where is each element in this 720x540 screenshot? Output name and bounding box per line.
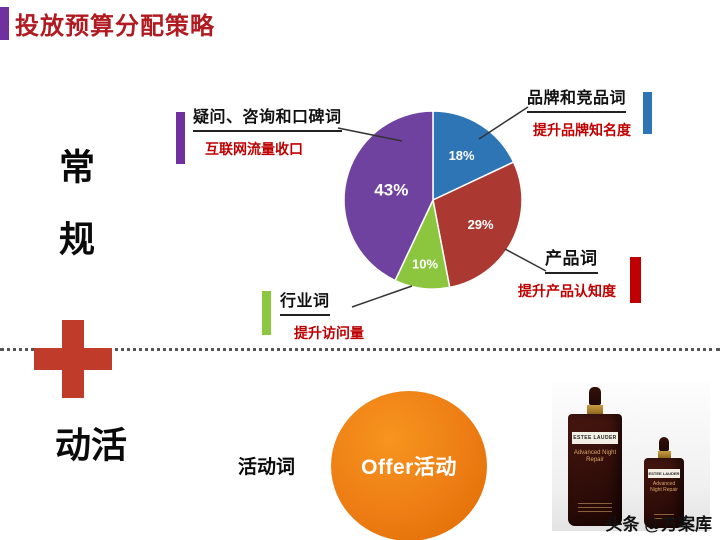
title-accent-bar [0, 7, 9, 40]
label-lines [578, 503, 612, 512]
bottle-body: ESTEE LAUDER Advanced Night Repair [644, 458, 684, 528]
pie-slice-疑问、咨询和口碑词 [343, 110, 434, 282]
activity-word-label: 活动词 [238, 457, 296, 478]
product-photo: ESTEE LAUDER Advanced Night Repair ESTEE… [552, 383, 710, 531]
left-rail-regular-label: 常规 [54, 148, 95, 292]
pie-perccenter-label: 29% [468, 217, 494, 232]
page-title: 投放预算分配策略 [15, 13, 215, 40]
pie-chart: 18% 29% 10% 43% [343, 110, 523, 290]
callout-brand-subtitle: 提升品牌知名度 [533, 122, 631, 138]
callout-accent-bar-blue [643, 92, 652, 134]
serum-bottle-large: ESTEE LAUDER Advanced Night Repair [568, 387, 622, 526]
left-rail-activity-label: 活动 [50, 426, 127, 498]
callout-accent-bar-red [630, 257, 641, 303]
product-name-label: Advanced Night Repair [650, 481, 678, 493]
pie-perccenter-label: 10% [412, 257, 438, 272]
label-lines [654, 514, 674, 519]
dropper-collar [587, 405, 603, 414]
callout-product-title: 产品词 [545, 244, 598, 274]
pie-perccenter-label: 43% [374, 181, 408, 200]
bottle-body: ESTEE LAUDER Advanced Night Repair [568, 414, 622, 526]
brand-label: ESTEE LAUDER [648, 469, 680, 478]
offer-activity-label: Offer活动 [361, 456, 457, 479]
brand-label: ESTEE LAUDER [572, 432, 618, 444]
callout-product-words: 产品词 提升产品认知度 [518, 244, 641, 303]
callout-industry-title: 行业词 [280, 287, 330, 316]
plus-icon [34, 320, 112, 398]
callout-question-title: 疑问、咨询和口碑词 [193, 103, 342, 132]
dropper-bulb [589, 387, 601, 405]
section-divider-dotted-line [0, 348, 720, 351]
pie-perccenter-label: 18% [449, 148, 475, 163]
offer-activity-bubble: Offer活动 [331, 391, 487, 540]
callout-product-subtitle: 提升产品认知度 [518, 283, 616, 299]
callout-accent-bar-green [262, 291, 271, 335]
serum-bottle-small: ESTEE LAUDER Advanced Night Repair [644, 437, 684, 528]
plus-vertical-bar [62, 320, 84, 398]
callout-industry-words: 行业词 提升访问量 [262, 287, 364, 343]
callout-industry-subtitle: 提升访问量 [294, 325, 364, 341]
callout-brand-words: 品牌和竞品词 提升品牌知名度 [527, 84, 652, 140]
callout-brand-title: 品牌和竞品词 [527, 84, 627, 113]
callout-accent-bar-purple [176, 112, 185, 164]
watermark-prefix: 头条 [605, 515, 640, 534]
dropper-collar [657, 451, 671, 458]
watermark: 头条 @方案库 [605, 510, 712, 535]
callout-question-subtitle: 互联网流量收口 [205, 141, 303, 157]
pie-slice-产品词 [432, 161, 523, 289]
watermark-handle: @方案库 [644, 515, 712, 534]
product-name-label: Advanced Night Repair [573, 450, 617, 463]
dropper-bulb [659, 437, 669, 451]
callout-question-words: 疑问、咨询和口碑词 互联网流量收口 [176, 103, 342, 164]
